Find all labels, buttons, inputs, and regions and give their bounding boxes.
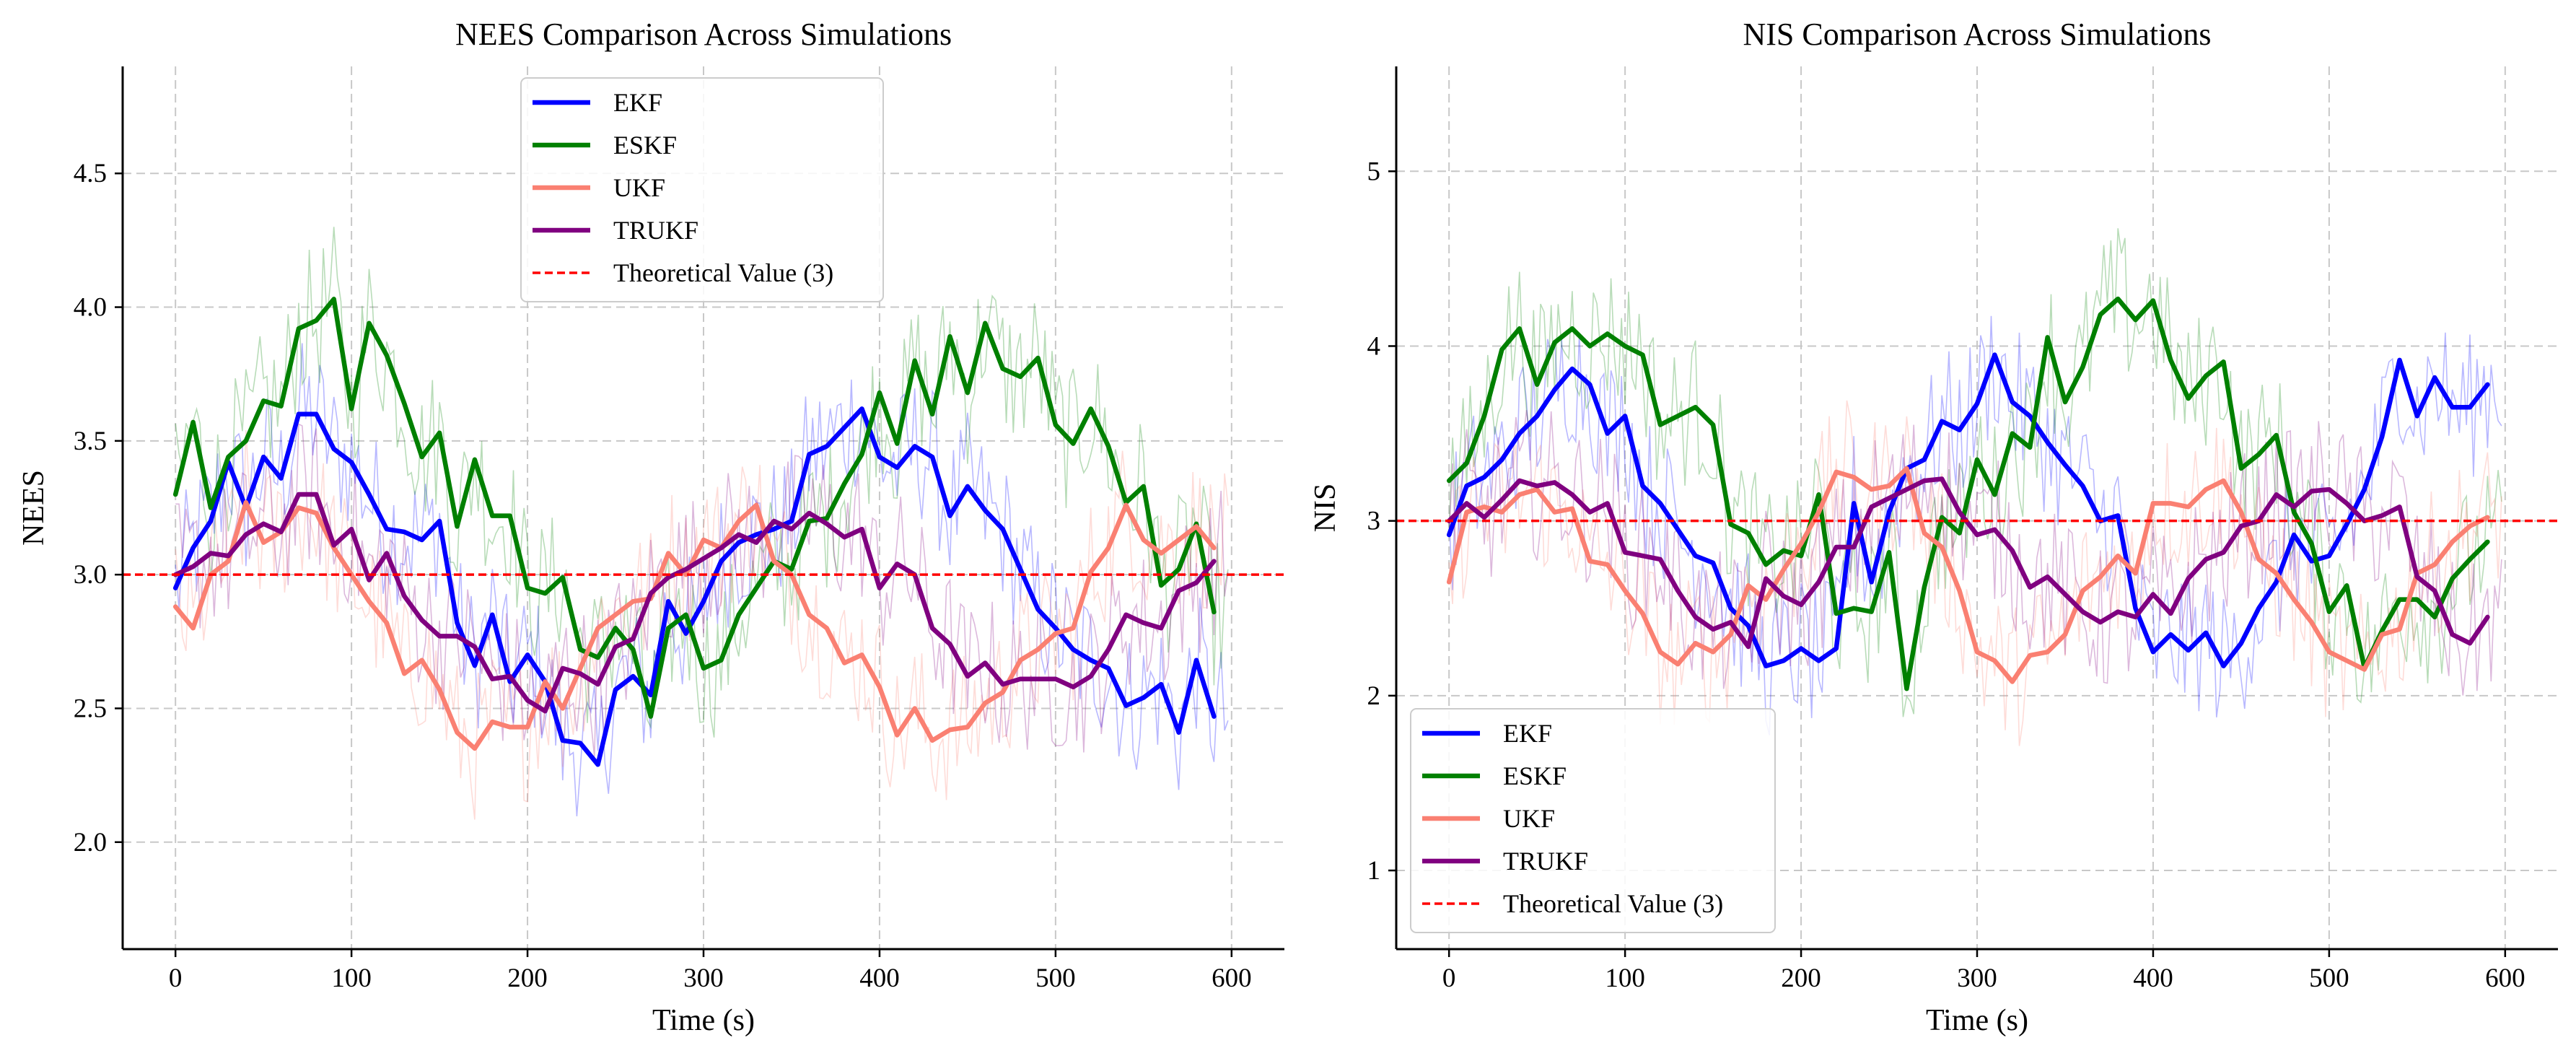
chart-title: NIS Comparison Across Simulations: [1743, 17, 2211, 52]
x-tick-label: 200: [507, 964, 548, 993]
legend-label-2: UKF: [1503, 804, 1555, 833]
y-tick-label: 4: [1367, 331, 1381, 361]
x-tick-label: 300: [683, 964, 724, 993]
chart-panel-1: 0 100 200 300 400 500 600 2.0 2.5 3.0 3.5 4.0 4.5 NEE…: [17, 17, 1284, 1037]
raw-trace-ekf: [1448, 315, 2502, 735]
legend-label-3: TRUKF: [613, 216, 698, 245]
legend-label-4: Theoretical Value (3): [1503, 889, 1723, 918]
y-axis-label: NIS: [1309, 484, 1342, 533]
legend: EKF ESKF UKF TRUKF Theoretical Value (3): [1410, 708, 1776, 933]
y-tick-label: 4.5: [74, 159, 107, 188]
series-line-trukf: [1446, 476, 2490, 650]
legend-label-0: EKF: [613, 88, 662, 117]
x-tick-label: 0: [1442, 964, 1456, 993]
legend-label-1: ESKF: [613, 131, 677, 160]
y-tick-label: 3.5: [74, 427, 107, 456]
legend-label-1: ESKF: [1503, 761, 1567, 790]
raw-trace-trukf: [1448, 410, 2502, 696]
legend-label-4: Theoretical Value (3): [613, 258, 833, 287]
x-tick-label: 500: [2309, 964, 2349, 993]
x-tick-label: 600: [2485, 964, 2525, 993]
y-tick-label: 2.5: [74, 694, 107, 723]
x-tick-label: 0: [169, 964, 183, 993]
series-line-ukf: [172, 499, 1217, 751]
y-tick-label: 5: [1367, 157, 1381, 186]
x-axis-label: Time (s): [1926, 1004, 2028, 1037]
legend-box: [520, 77, 884, 302]
series-line-eskf: [172, 297, 1217, 719]
x-tick-label: 400: [2133, 964, 2173, 993]
chart-panel-2: 0 100 200 300 400 500 600 1 2 3 4 5 NIS Comparison A…: [1309, 17, 2558, 1037]
y-tick-label: 1: [1367, 856, 1381, 886]
y-tick-label: 2.0: [74, 828, 107, 857]
series-line-ekf: [172, 406, 1217, 767]
series-line-eskf: [1446, 296, 2490, 691]
legend-label-3: TRUKF: [1503, 847, 1588, 876]
y-axis-label: NEES: [17, 470, 51, 546]
x-tick-label: 200: [1781, 964, 1821, 993]
y-tick-label: 2: [1367, 681, 1381, 711]
x-tick-label: 100: [331, 964, 372, 993]
legend: EKF ESKF UKF TRUKF Theoretical Value (3): [520, 77, 884, 302]
x-tick-label: 100: [1605, 964, 1645, 993]
x-tick-label: 600: [1212, 964, 1252, 993]
legend-label-2: UKF: [613, 173, 665, 202]
x-tick-label: 300: [1957, 964, 1997, 993]
x-tick-label: 500: [1035, 964, 1076, 993]
y-tick-label: 3.0: [74, 560, 107, 590]
chart-title: NEES Comparison Across Simulations: [455, 17, 952, 52]
x-tick-label: 400: [859, 964, 900, 993]
raw-trace-eskf: [175, 227, 1229, 738]
x-axis-label: Time (s): [652, 1004, 755, 1037]
legend-label-0: EKF: [1503, 719, 1552, 748]
series-line-trukf: [172, 492, 1217, 714]
series-line-ukf: [1446, 466, 2490, 684]
grid: [123, 66, 1284, 949]
legend-box: [1410, 708, 1776, 933]
y-tick-label: 4.0: [74, 293, 107, 323]
y-tick-label: 3: [1367, 507, 1381, 536]
